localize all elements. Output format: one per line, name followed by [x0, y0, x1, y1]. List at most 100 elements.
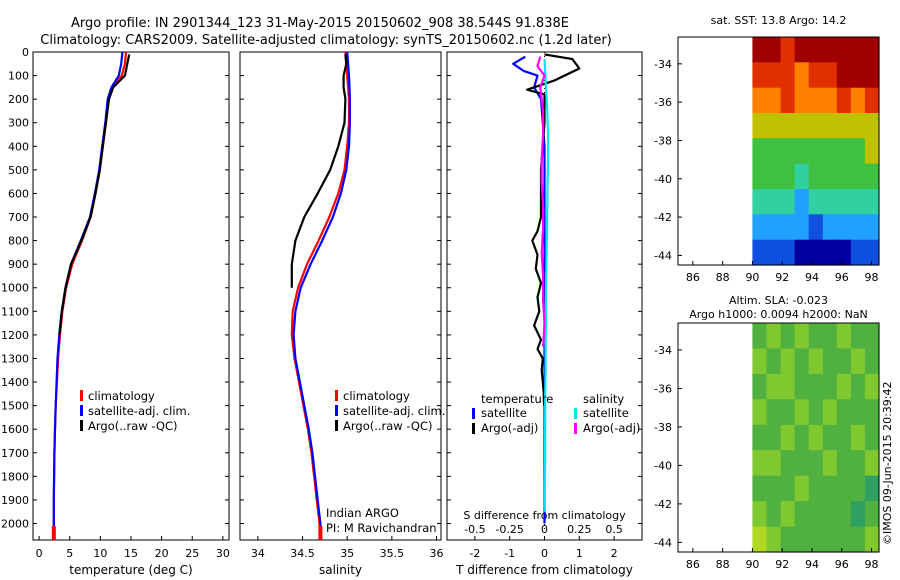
legend-label: satellite-adj. clim.: [88, 404, 190, 418]
heatmap-cell: [864, 163, 880, 190]
map-y-tick-label: -38: [654, 421, 672, 434]
heatmap-cell: [864, 189, 880, 215]
heatmap-cell: [864, 348, 880, 375]
x-tick-label: 15: [124, 547, 138, 560]
y-tick-label: 600: [8, 187, 29, 200]
heatmap-cell: [850, 163, 866, 190]
x-tick-label: 34: [251, 547, 265, 560]
heatmap-cell: [836, 526, 852, 553]
map-x-tick-label: 86: [686, 558, 700, 571]
map-x-tick-label: 90: [745, 558, 759, 571]
heatmap-cell: [794, 189, 810, 215]
legend-swatch: [472, 408, 475, 419]
heatmap-cell: [850, 214, 866, 241]
heatmap-cell: [864, 37, 880, 63]
heatmap-cell: [794, 475, 810, 502]
map-y-tick-label: -36: [654, 96, 672, 109]
heatmap-cell: [808, 373, 824, 400]
heatmap-cell: [766, 37, 782, 63]
y-tick-label: 1900: [1, 494, 29, 507]
sst-map-panel: 86 88 90 92 94 96 98 -34 -36 -38 -40 -42 -44 sat. SST…: [654, 14, 880, 284]
heatmap-cell: [850, 501, 866, 528]
heatmap-cell: [850, 526, 866, 553]
y-tick-label: 1100: [1, 305, 29, 318]
heatmap-cell: [794, 348, 810, 375]
legend-swatch: [80, 405, 83, 416]
heatmap-cell: [794, 373, 810, 400]
legend-label: climatology: [88, 389, 155, 403]
legend-label: satellite-adj. clim.: [343, 404, 445, 418]
heatmap-cell: [808, 424, 824, 451]
map-x-tick-label: 88: [716, 558, 730, 571]
legend-swatch: [335, 405, 338, 416]
heatmap-cell: [864, 399, 880, 426]
difference-panel: -2 -1 0 1 2 T difference from climatology -0.5…: [446, 51, 643, 577]
heatmap-cell: [752, 138, 768, 165]
y-tick-label: 900: [8, 258, 29, 271]
series-line-argo-raw-qc-: [58, 54, 131, 336]
heatmap-cell: [766, 87, 782, 114]
x2-tick-label: 0.5: [605, 523, 623, 536]
heatmap-cell: [808, 62, 824, 89]
heatmap-cell: [836, 189, 852, 215]
heatmap-cell: [808, 189, 824, 215]
heatmap-cell: [836, 399, 852, 426]
heatmap-cell: [822, 214, 838, 241]
heatmap-cell: [822, 62, 838, 89]
heatmap-cell: [752, 239, 768, 266]
heatmap-cell: [780, 501, 796, 528]
heatmap-cell: [864, 239, 880, 266]
heatmap-cell: [822, 475, 838, 502]
x-axis-label: temperature (deg C): [69, 563, 192, 577]
heatmap-cell: [822, 424, 838, 451]
y-tick-label: 200: [8, 93, 29, 106]
x-tick-label: 25: [185, 547, 199, 560]
heatmap-cell: [822, 87, 838, 114]
heatmap-cell: [752, 323, 768, 349]
sla-map-panel: 86 88 90 92 94 96 98 -34 -36 -38 -40 -42 -44 Altim. S…: [654, 294, 880, 571]
map-y-tick-label: -40: [654, 459, 672, 472]
heatmap-cell: [766, 239, 782, 266]
heatmap-cell: [808, 239, 824, 266]
legend-header-salinity: salinity: [583, 392, 624, 406]
heatmap-cell: [794, 62, 810, 89]
heatmap-cell: [766, 214, 782, 241]
heatmap-cell: [808, 450, 824, 477]
heatmap-cell: [794, 450, 810, 477]
y-tick-label: 800: [8, 235, 29, 248]
heatmap-cell: [780, 424, 796, 451]
map-x-tick-label: 98: [865, 271, 879, 284]
x-tick-label: 10: [93, 547, 107, 560]
heatmap-cell: [864, 424, 880, 451]
heatmap-cell: [864, 138, 880, 165]
map-x-tick-label: 92: [775, 271, 789, 284]
heatmap-cell: [822, 348, 838, 375]
series-line-satellite-adj-clim-: [292, 51, 351, 541]
heatmap-cell: [808, 37, 824, 63]
heatmap-cell: [752, 214, 768, 241]
heatmap-cell: [822, 526, 838, 553]
map-x-tick-label: 94: [805, 558, 819, 571]
legend-label: Argo(-adj): [481, 421, 538, 435]
heatmap-cell: [850, 113, 866, 139]
heatmap-cell: [766, 424, 782, 451]
plot-frame: [32, 51, 230, 541]
map-title: Altim. SLA: -0.023: [729, 294, 828, 307]
heatmap-cell: [766, 373, 782, 400]
heatmap-cell: [836, 37, 852, 63]
heatmap-cell: [752, 113, 768, 139]
heatmap-cell: [836, 475, 852, 502]
heatmap-cell: [780, 62, 796, 89]
legend-header-temperature: temperature: [481, 392, 553, 406]
heatmap-cell: [836, 450, 852, 477]
heatmap-cell: [808, 163, 824, 190]
map-x-tick-label: 96: [835, 558, 849, 571]
legend-swatch: [80, 390, 83, 401]
heatmap-cell: [794, 113, 810, 139]
map-y-tick-label: -44: [654, 249, 672, 262]
heatmap-cell: [850, 424, 866, 451]
heatmap-cell: [836, 323, 852, 349]
map-y-tick-label: -34: [654, 58, 672, 71]
heatmap-cell: [780, 87, 796, 114]
heatmap-cell: [822, 323, 838, 349]
